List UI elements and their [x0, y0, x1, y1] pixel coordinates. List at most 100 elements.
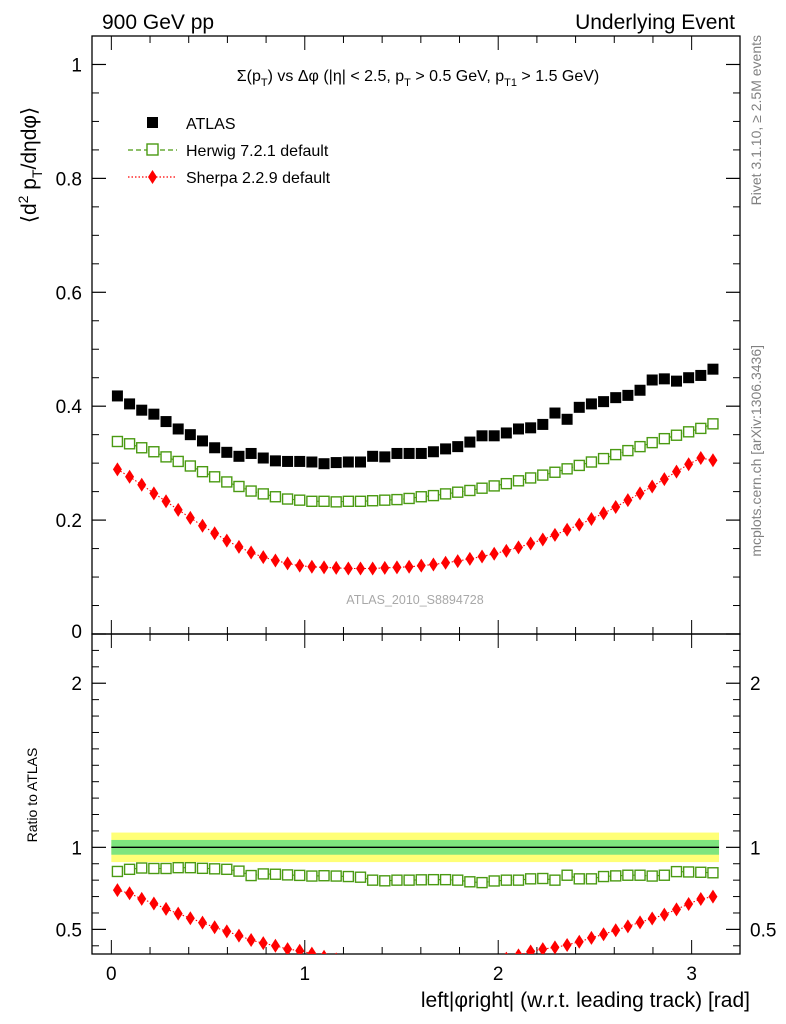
ratio-sherpa-point: [270, 938, 280, 953]
main-atlas-point: [196, 435, 208, 447]
ratio-herwig-point: [537, 872, 549, 885]
ratio-sherpa-point: [684, 896, 694, 911]
ratio-y-tick-label-right: 2: [750, 674, 761, 695]
ratio-herwig-point: [136, 862, 148, 874]
ratio-sherpa-point: [696, 892, 706, 907]
main-herwig-point: [306, 495, 318, 508]
ratio-herwig-point: [452, 874, 464, 886]
main-herwig-point: [403, 492, 415, 505]
main-herwig-point: [342, 495, 355, 508]
main-atlas-point: [354, 456, 366, 468]
ratio-herwig-point: [354, 871, 367, 883]
main-y-tick-label: 0.4: [56, 397, 83, 418]
main-sherpa-point: [283, 556, 293, 571]
main-atlas-point: [379, 451, 391, 463]
main-sherpa-point: [368, 561, 378, 576]
ratio-sherpa-point: [671, 902, 681, 917]
main-atlas-point: [646, 374, 658, 386]
ratio-herwig-point: [585, 873, 598, 885]
main-atlas-point: [306, 456, 318, 468]
main-sherpa-point: [270, 553, 280, 568]
legend-sherpa-marker: [148, 170, 157, 184]
ratio-herwig-point: [573, 873, 585, 885]
x-tick-label: 1: [299, 964, 310, 985]
ratio-herwig-point: [318, 870, 330, 882]
ratio-sherpa-point: [574, 934, 584, 949]
main-herwig-point: [464, 484, 476, 497]
ratio-sherpa-point: [429, 963, 438, 977]
main-sherpa-point: [392, 560, 402, 575]
main-sherpa-point: [538, 532, 548, 547]
main-atlas-point: [257, 452, 269, 464]
ratio-herwig-point: [549, 874, 561, 886]
main-sherpa-point: [112, 462, 122, 477]
ratio-sherpa-point: [380, 962, 389, 976]
ratio-sherpa-point: [173, 906, 183, 921]
analysis-watermark: ATLAS_2010_S8894728: [346, 593, 483, 607]
ratio-herwig-point: [172, 861, 184, 874]
main-herwig-point: [537, 469, 549, 481]
ratio-herwig-point: [281, 869, 294, 881]
ratio-sherpa-point: [197, 915, 207, 930]
main-y-axis-label: ⟨d2 pT/dηdφ⟩: [15, 107, 45, 223]
legend-atlas-label: ATLAS: [186, 116, 236, 133]
ratio-herwig-point: [634, 869, 646, 881]
ratio-y-tick-label-right: 1: [750, 838, 761, 859]
main-atlas-point: [136, 404, 148, 416]
ratio-y-axis-label: Ratio to ATLAS: [24, 748, 40, 843]
ratio-y-tick-label: 0.5: [56, 920, 82, 941]
main-y-tick-label: 0.6: [56, 283, 82, 304]
ratio-sherpa-point: [112, 883, 122, 898]
ratio-herwig-point: [245, 869, 257, 882]
main-sherpa-point: [623, 493, 633, 508]
main-atlas-point: [111, 390, 123, 402]
main-herwig-point: [123, 438, 136, 450]
main-herwig-point: [452, 486, 464, 498]
ratio-herwig-point: [196, 862, 209, 875]
main-atlas-point: [537, 418, 549, 430]
main-atlas-point: [598, 396, 610, 408]
main-sherpa-point: [489, 546, 499, 561]
axis-ticks: 0 0.2 0.4 0.6 0.8 1 0 1 2 3 0.5 0.5 1 1 2 2: [56, 36, 776, 985]
ratio-sherpa-point: [405, 964, 414, 978]
main-atlas-point: [440, 443, 452, 455]
main-atlas-point: [464, 436, 476, 448]
main-sherpa-point: [258, 550, 268, 565]
ratio-sherpa-point: [283, 942, 293, 954]
chart-dynamic-layer: 0 0.2 0.4 0.6 0.8 1 0 1 2 3 0.5 0.5 1 1 2 2: [56, 36, 776, 985]
ratio-sherpa-point: [708, 889, 718, 904]
ratio-sherpa-point: [611, 923, 621, 938]
main-herwig-point: [646, 436, 658, 449]
main-herwig-point: [476, 482, 488, 494]
main-herwig-point: [573, 459, 585, 472]
ratio-sherpa-point: [258, 936, 268, 951]
ratio-herwig-point: [221, 863, 233, 876]
ratio-sherpa-point: [550, 940, 560, 954]
ratio-sherpa-point: [647, 911, 657, 926]
main-sherpa-point: [635, 486, 645, 501]
ratio-sherpa-point: [538, 942, 548, 954]
ratio-sherpa-point: [514, 948, 523, 954]
main-sherpa-point: [477, 549, 487, 564]
ratio-sherpa-point: [149, 896, 159, 911]
main-atlas-point: [476, 430, 488, 442]
main-herwig-point: [439, 488, 452, 500]
ratio-herwig-point: [403, 874, 415, 886]
main-atlas-point: [622, 389, 634, 401]
main-atlas-point: [184, 429, 196, 441]
main-sherpa-point: [586, 511, 596, 526]
ratio-sherpa-point: [307, 946, 317, 954]
ratio-herwig-point: [427, 873, 440, 886]
x-axis-label: left|φright| (w.r.t. leading track) [rad…: [421, 989, 750, 1012]
main-herwig-point: [500, 477, 513, 490]
ratio-sherpa-point: [392, 964, 401, 978]
ratio-herwig-point: [233, 865, 245, 877]
main-atlas-point: [160, 416, 172, 428]
legend-atlas-marker: [147, 117, 158, 128]
main-sherpa-point: [550, 527, 560, 542]
ratio-sherpa-point: [185, 911, 195, 926]
main-sherpa-point: [526, 536, 536, 551]
main-atlas-point: [634, 384, 646, 396]
main-herwig-point: [670, 429, 683, 441]
